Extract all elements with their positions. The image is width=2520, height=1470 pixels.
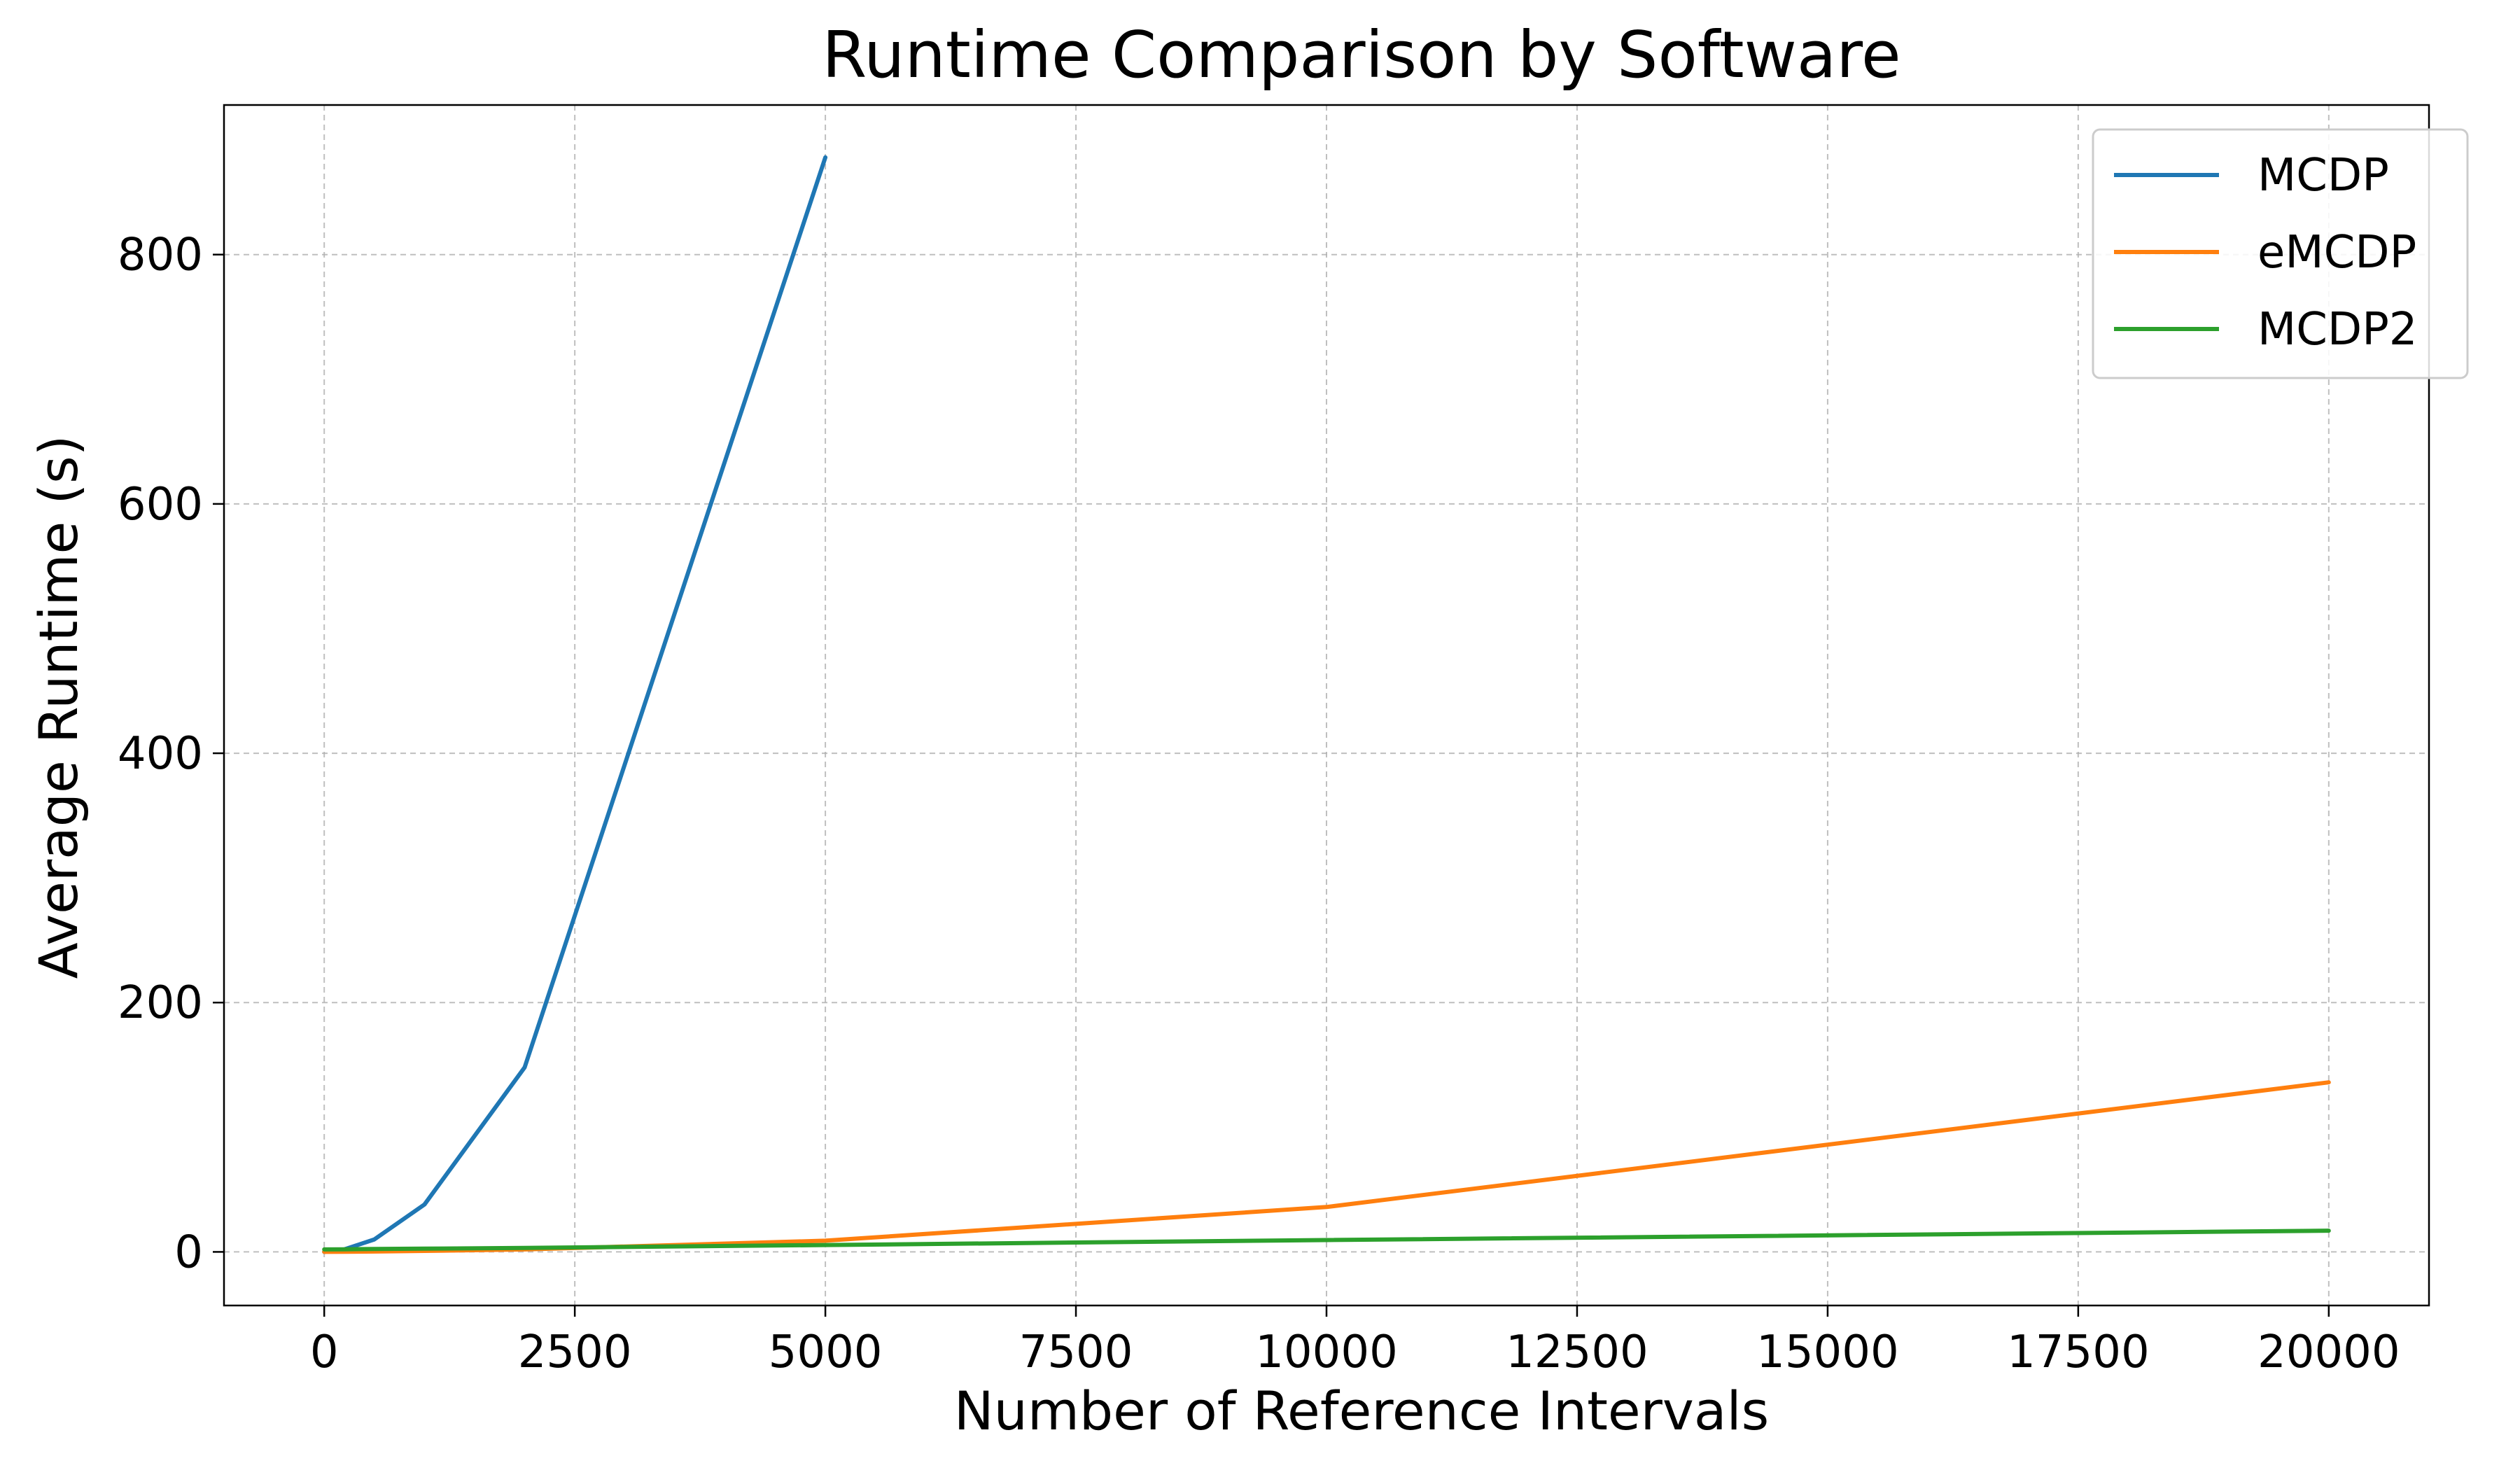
legend-label-mcdp: MCDP xyxy=(2258,150,2389,202)
series-line-mcdp2 xyxy=(322,1228,2331,1252)
series-layer xyxy=(322,155,2331,1254)
y-tick-label: 200 xyxy=(118,977,203,1029)
y-tick-label: 800 xyxy=(118,230,203,281)
y-tick-label: 0 xyxy=(174,1226,203,1278)
x-axis-ticks: 0 2500 5000 7500 10000 12500 15000 17500 20000 xyxy=(310,1306,2400,1378)
grid xyxy=(224,105,2429,1306)
x-tick-label: 17500 xyxy=(2007,1326,2150,1378)
y-axis-ticks: 0 200 400 600 800 xyxy=(118,230,224,1278)
x-tick-label: 20000 xyxy=(2258,1326,2400,1378)
y-tick-label: 400 xyxy=(118,728,203,780)
x-axis-label: Number of Reference Intervals xyxy=(954,1380,1769,1442)
legend-box xyxy=(2092,128,2469,379)
x-tick-label: 5000 xyxy=(769,1326,883,1378)
x-tick-label: 2500 xyxy=(518,1326,632,1378)
legend-label-mcdp2: MCDP2 xyxy=(2258,304,2418,356)
y-axis-label: Average Runtime (s) xyxy=(27,435,90,979)
y-tick-label: 600 xyxy=(118,479,203,531)
legend-label-emcdp: eMCDP xyxy=(2258,227,2416,279)
x-tick-label: 12500 xyxy=(1506,1326,1648,1378)
legend: MCDP eMCDP MCDP2 xyxy=(2092,128,2469,379)
x-tick-label: 10000 xyxy=(1255,1326,1398,1378)
chart-title: Runtime Comparison by Software xyxy=(822,18,1900,92)
legend-items: MCDP eMCDP MCDP2 xyxy=(2114,150,2418,356)
x-tick-label: 7500 xyxy=(1019,1326,1133,1378)
x-tick-label: 0 xyxy=(310,1326,339,1378)
x-tick-label: 15000 xyxy=(1756,1326,1899,1378)
